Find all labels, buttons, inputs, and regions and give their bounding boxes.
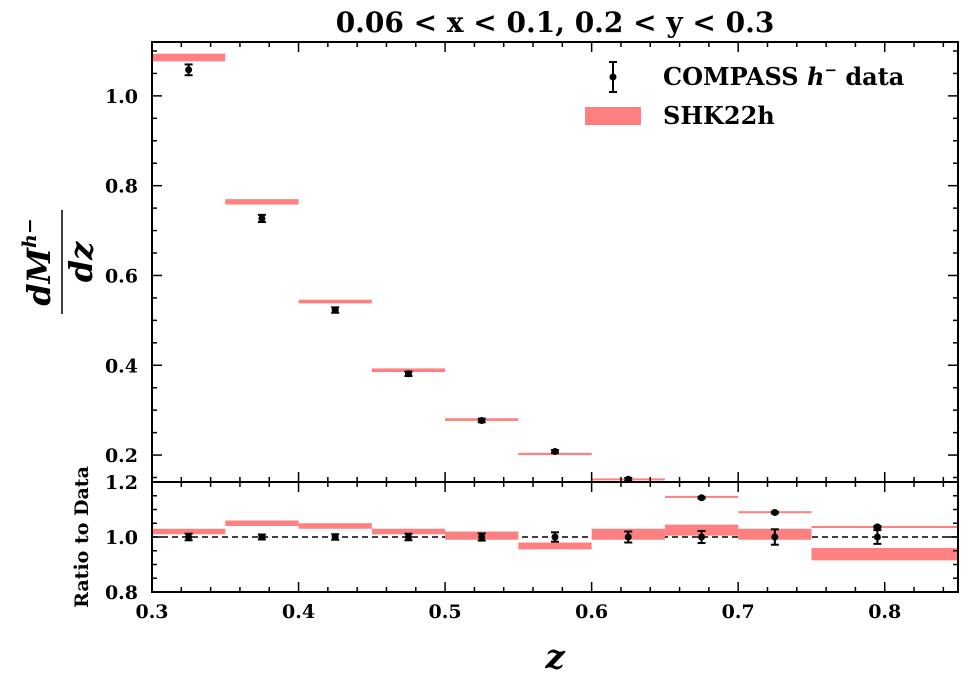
- ratio-y-tick-label: 1.0: [105, 527, 138, 549]
- ratio-plot-frame: [151, 481, 959, 593]
- data-point-3: [404, 370, 413, 378]
- data-point-9: [873, 523, 882, 531]
- ratio-band-bin-0: [152, 528, 226, 535]
- y-tick-labels: 0.2 0.4 0.6 0.8 1.0: [105, 86, 138, 467]
- legend: COMPASS h− data SHK22h: [585, 61, 904, 130]
- ratio-band-bin-2: [298, 523, 372, 529]
- band-bin-3: [371, 368, 446, 372]
- legend-label-band: SHK22h: [663, 101, 775, 130]
- chart-title: 0.06 < x < 0.1, 0.2 < y < 0.3: [336, 6, 775, 39]
- y-tick-label: 0.6: [105, 265, 138, 287]
- y-tick-label: 0.8: [105, 176, 138, 198]
- x-tick-labels: 0.3 0.4 0.5 0.6 0.7 0.8: [135, 601, 901, 623]
- ratio-point-2: [331, 533, 340, 541]
- ratio-y-axis-label: Ratio to Data: [71, 466, 93, 608]
- ratio-point-9: [873, 529, 882, 545]
- ratio-data-group: [184, 528, 882, 546]
- band-bin-2: [298, 299, 372, 304]
- data-point-4: [477, 416, 486, 424]
- data-point-2: [331, 306, 340, 314]
- band-bin-9: [811, 526, 958, 528]
- x-tick-label: 0.7: [722, 601, 755, 623]
- ratio-point-4: [477, 532, 486, 542]
- ratio-point-7: [697, 529, 706, 545]
- legend-data-marker: [609, 61, 617, 93]
- x-tick-label: 0.5: [429, 601, 462, 623]
- main-plot-frame: [151, 41, 959, 483]
- x-tick-label: 0.4: [282, 601, 315, 623]
- legend-label-data: COMPASS h− data: [663, 61, 904, 91]
- main-ticks: [151, 42, 958, 482]
- y-label-denominator: dz: [62, 241, 100, 282]
- ratio-y-tick-labels: 0.8 1.0 1.2: [105, 472, 138, 604]
- ratio-point-0: [184, 532, 193, 542]
- data-point-8: [770, 509, 779, 517]
- legend-band-swatch: [585, 107, 641, 125]
- y-axis-label: dMh− dz: [19, 210, 100, 314]
- x-tick-label: 0.3: [135, 601, 168, 623]
- main-data-group: [184, 63, 882, 531]
- y-tick-label: 0.2: [105, 445, 138, 467]
- data-point-7: [697, 494, 706, 502]
- y-label-numerator: dMh−: [19, 218, 58, 306]
- ratio-point-1: [257, 533, 266, 541]
- y-label-superscript: h−: [19, 218, 41, 248]
- x-tick-label: 0.8: [868, 601, 901, 623]
- y-tick-label: 1.0: [105, 86, 138, 108]
- ratio-point-6: [624, 530, 633, 544]
- ratio-band-bin-3: [371, 528, 446, 535]
- x-axis-label: z: [544, 637, 565, 677]
- ratio-y-tick-label: 1.2: [105, 472, 138, 494]
- band-bin-1: [225, 199, 299, 205]
- ratio-point-3: [404, 532, 413, 542]
- data-point-5: [551, 447, 559, 455]
- band-bin-0: [152, 53, 226, 62]
- data-point-0: [184, 63, 193, 77]
- ratio-point-8: [770, 528, 779, 546]
- ratio-point-5: [551, 531, 559, 543]
- data-point-1: [257, 213, 266, 224]
- x-tick-label: 0.6: [575, 601, 608, 623]
- ratio-band-bin-5: [518, 542, 592, 550]
- ratio-y-tick-label: 0.8: [105, 582, 138, 604]
- main-band-group: [152, 53, 958, 528]
- ratio-band-bin-9: [811, 548, 958, 561]
- ratio-band-bin-1: [225, 520, 299, 526]
- y-tick-label: 0.4: [105, 355, 138, 377]
